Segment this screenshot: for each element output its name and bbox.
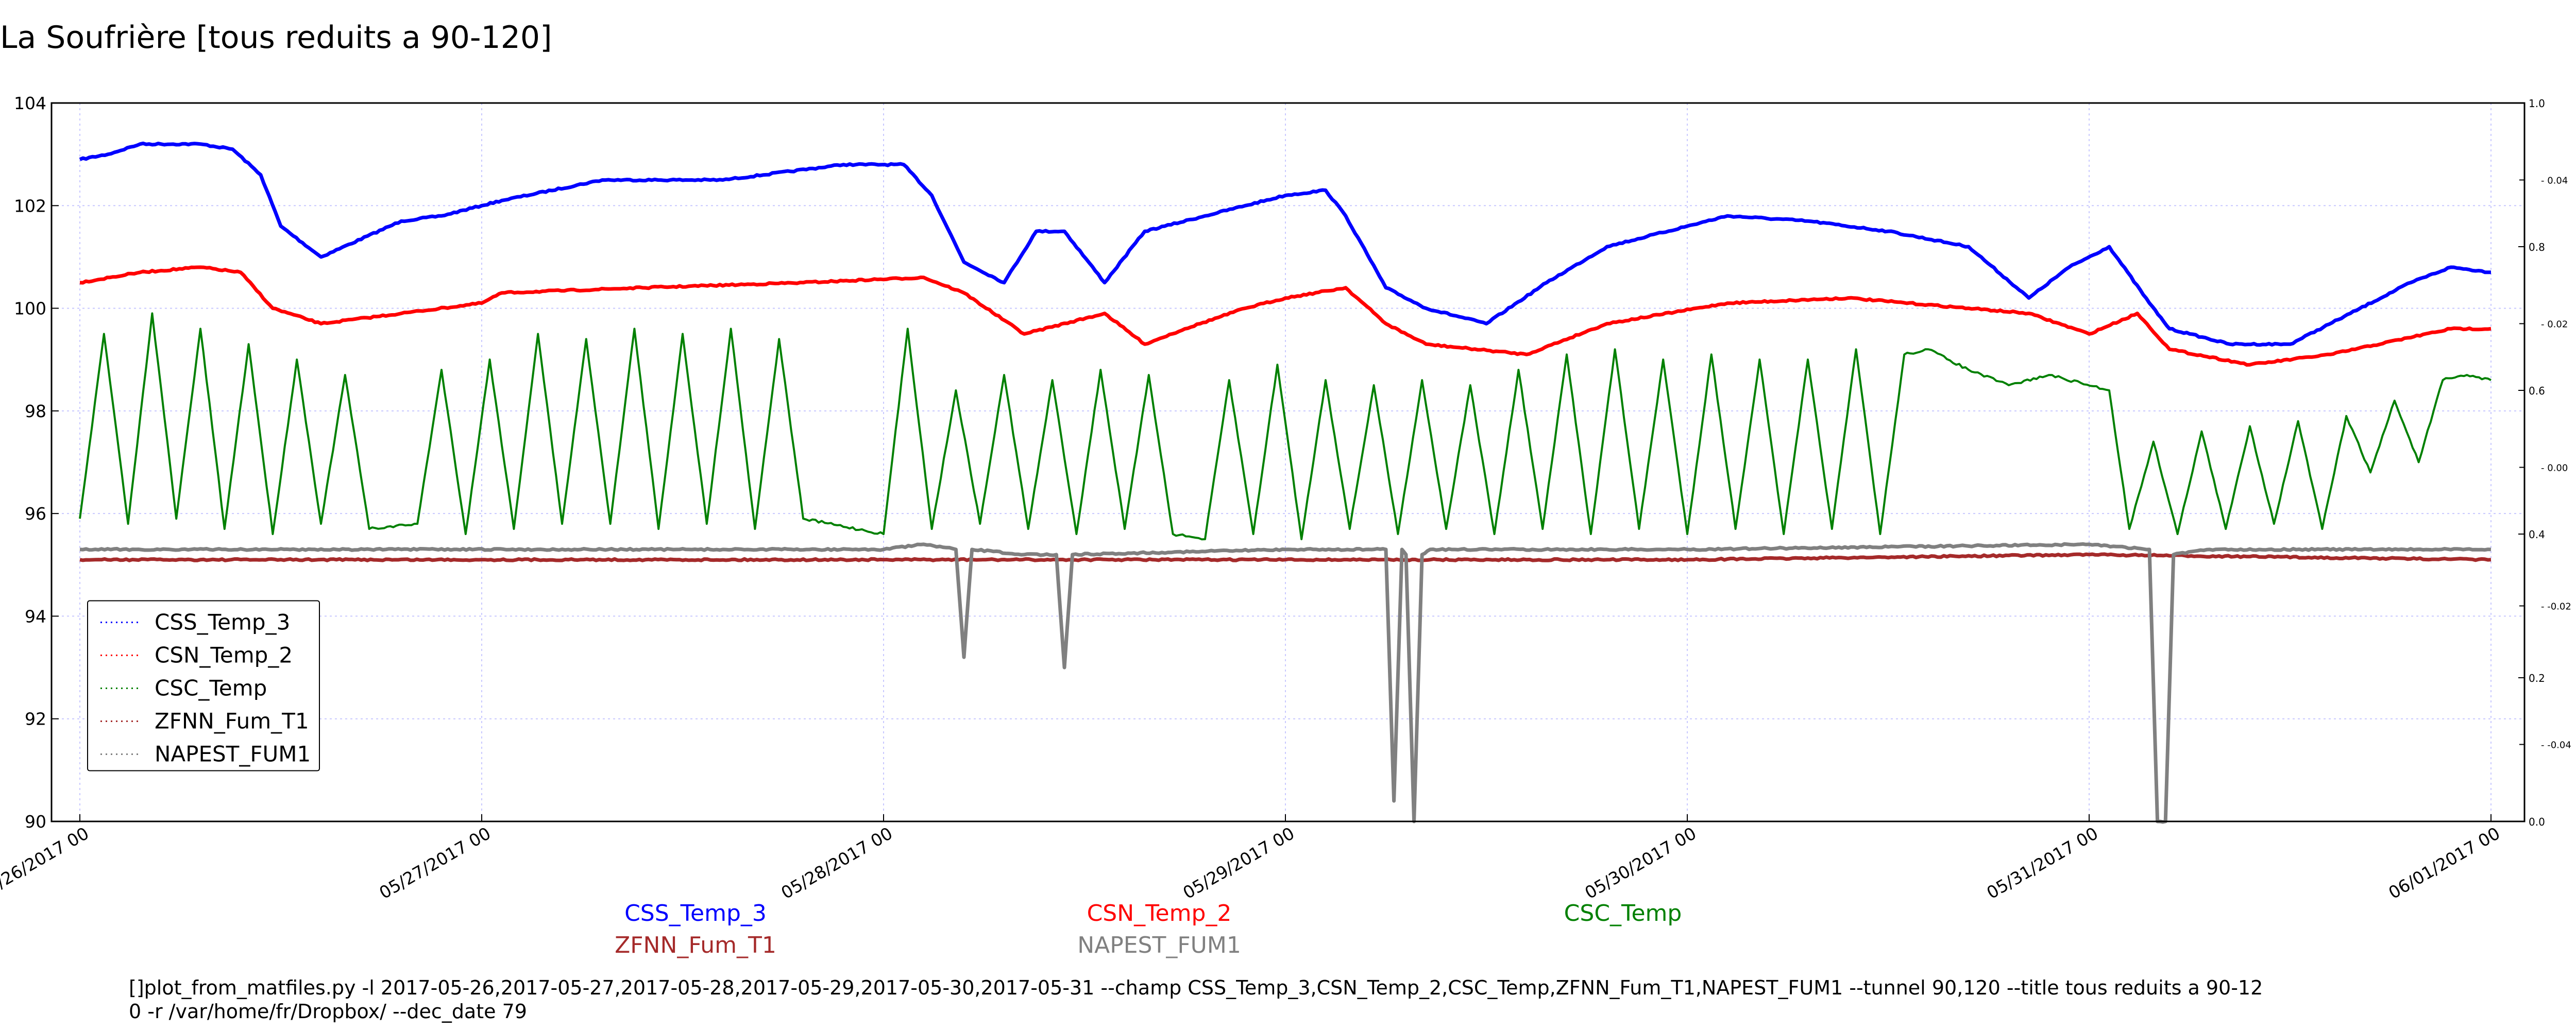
right-minor-tick-label: - -0.02 [2541, 602, 2571, 612]
series-zfnn-fum-t1 [79, 552, 2492, 562]
series-label-napest-fum1: NAPEST_FUM1 [1077, 932, 1241, 958]
legend-label: CSC_Temp [155, 676, 267, 701]
command-line-2: 0 -r /var/home/fr/Dropbox/ --dec_date 79 [129, 1000, 527, 1023]
legend-entry: CSC_Temp [100, 676, 267, 701]
x-axis: 05/26/2017 00 05/27/2017 00 05/28/2017 00 0… [0, 814, 2503, 903]
right-tick-label: 0.0 [2529, 816, 2545, 828]
x-tick-label: 06/01/2017 00 [2385, 823, 2503, 903]
series-line [79, 141, 2491, 347]
right-minor-tick-label: - 0.00 [2541, 462, 2568, 473]
command-line: []plot_from_matfiles.py -l 2017-05-26,20… [129, 976, 2263, 1023]
series-label-css-temp-3: CSS_Temp_3 [624, 900, 767, 926]
series-csc-temp [79, 312, 2492, 541]
y-tick-label: 104 [14, 93, 46, 113]
right-minor-tick-label: - -0.04 [2541, 740, 2571, 751]
series-line [79, 552, 2492, 562]
x-tick-label: 05/29/2017 00 [1179, 823, 1298, 903]
x-tick-label: 05/31/2017 00 [1983, 823, 2102, 903]
legend-entry: ZFNN_Fum_T1 [100, 709, 309, 734]
series-label-csc-temp: CSC_Temp [1564, 900, 1682, 926]
legend-label: CSS_Temp_3 [155, 610, 290, 635]
x-tick-label: 05/27/2017 00 [376, 823, 494, 903]
legend-entry: NAPEST_FUM1 [100, 742, 311, 767]
y-tick-label: 94 [25, 606, 46, 626]
series-line [79, 265, 2492, 367]
x-tick-label: 05/30/2017 00 [1581, 823, 1700, 903]
legend-entry: CSN_Temp_2 [100, 643, 293, 668]
right-minor-tick-label: - 0.02 [2541, 319, 2568, 330]
series-csn-temp-2 [79, 265, 2492, 367]
legend-entry: CSS_Temp_3 [100, 610, 290, 635]
right-tick-label: 0.8 [2529, 241, 2545, 253]
y-tick-label: 90 [25, 812, 46, 832]
y-tick-label: 98 [25, 401, 46, 421]
series-line [79, 312, 2492, 541]
y-tick-label: 92 [25, 709, 46, 729]
series-layer [79, 141, 2492, 824]
right-minor-tick-label: - 0.04 [2541, 175, 2568, 186]
y-tick-label: 100 [14, 299, 46, 319]
series-napest-fum1 [79, 542, 2492, 824]
series-label-csn-temp-2: CSN_Temp_2 [1087, 900, 1232, 926]
x-tick-label: 05/28/2017 00 [777, 823, 896, 903]
legend: CSS_Temp_3 CSN_Temp_2 CSC_Temp ZFNN_Fum_T1 N… [87, 600, 320, 771]
right-tick-label: 0.4 [2529, 528, 2545, 541]
series-css-temp-3 [79, 141, 2491, 347]
y-tick-label: 102 [14, 196, 46, 216]
legend-label: ZFNN_Fum_T1 [155, 709, 309, 734]
right-tick-label: 0.2 [2529, 672, 2545, 684]
chart: 90 92 94 96 98 100 102 104 05/26/2017 00 05/27/2… [0, 93, 2571, 903]
y-tick-label: 96 [25, 504, 46, 524]
right-tick-label: 1.0 [2529, 97, 2545, 110]
right-axis: 0.0 0.2 0.4 0.6 0.8 1.0 - 0.04 - 0.02 - 0.00 - -0… [2518, 97, 2571, 828]
y-axis: 90 92 94 96 98 100 102 104 [14, 93, 59, 832]
right-tick-label: 0.6 [2529, 385, 2545, 397]
legend-box [87, 600, 320, 771]
command-line-1: []plot_from_matfiles.py -l 2017-05-26,20… [129, 976, 2263, 999]
plot-frame [50, 102, 2526, 822]
series-label-zfnn-fum-t1: ZFNN_Fum_T1 [615, 932, 776, 958]
series-line [79, 542, 2492, 824]
legend-label: NAPEST_FUM1 [155, 742, 311, 767]
chart-title: La Soufrière [tous reduits a 90-120] [0, 20, 552, 56]
legend-label: CSN_Temp_2 [155, 643, 293, 668]
x-tick-label: 05/26/2017 00 [0, 823, 92, 903]
